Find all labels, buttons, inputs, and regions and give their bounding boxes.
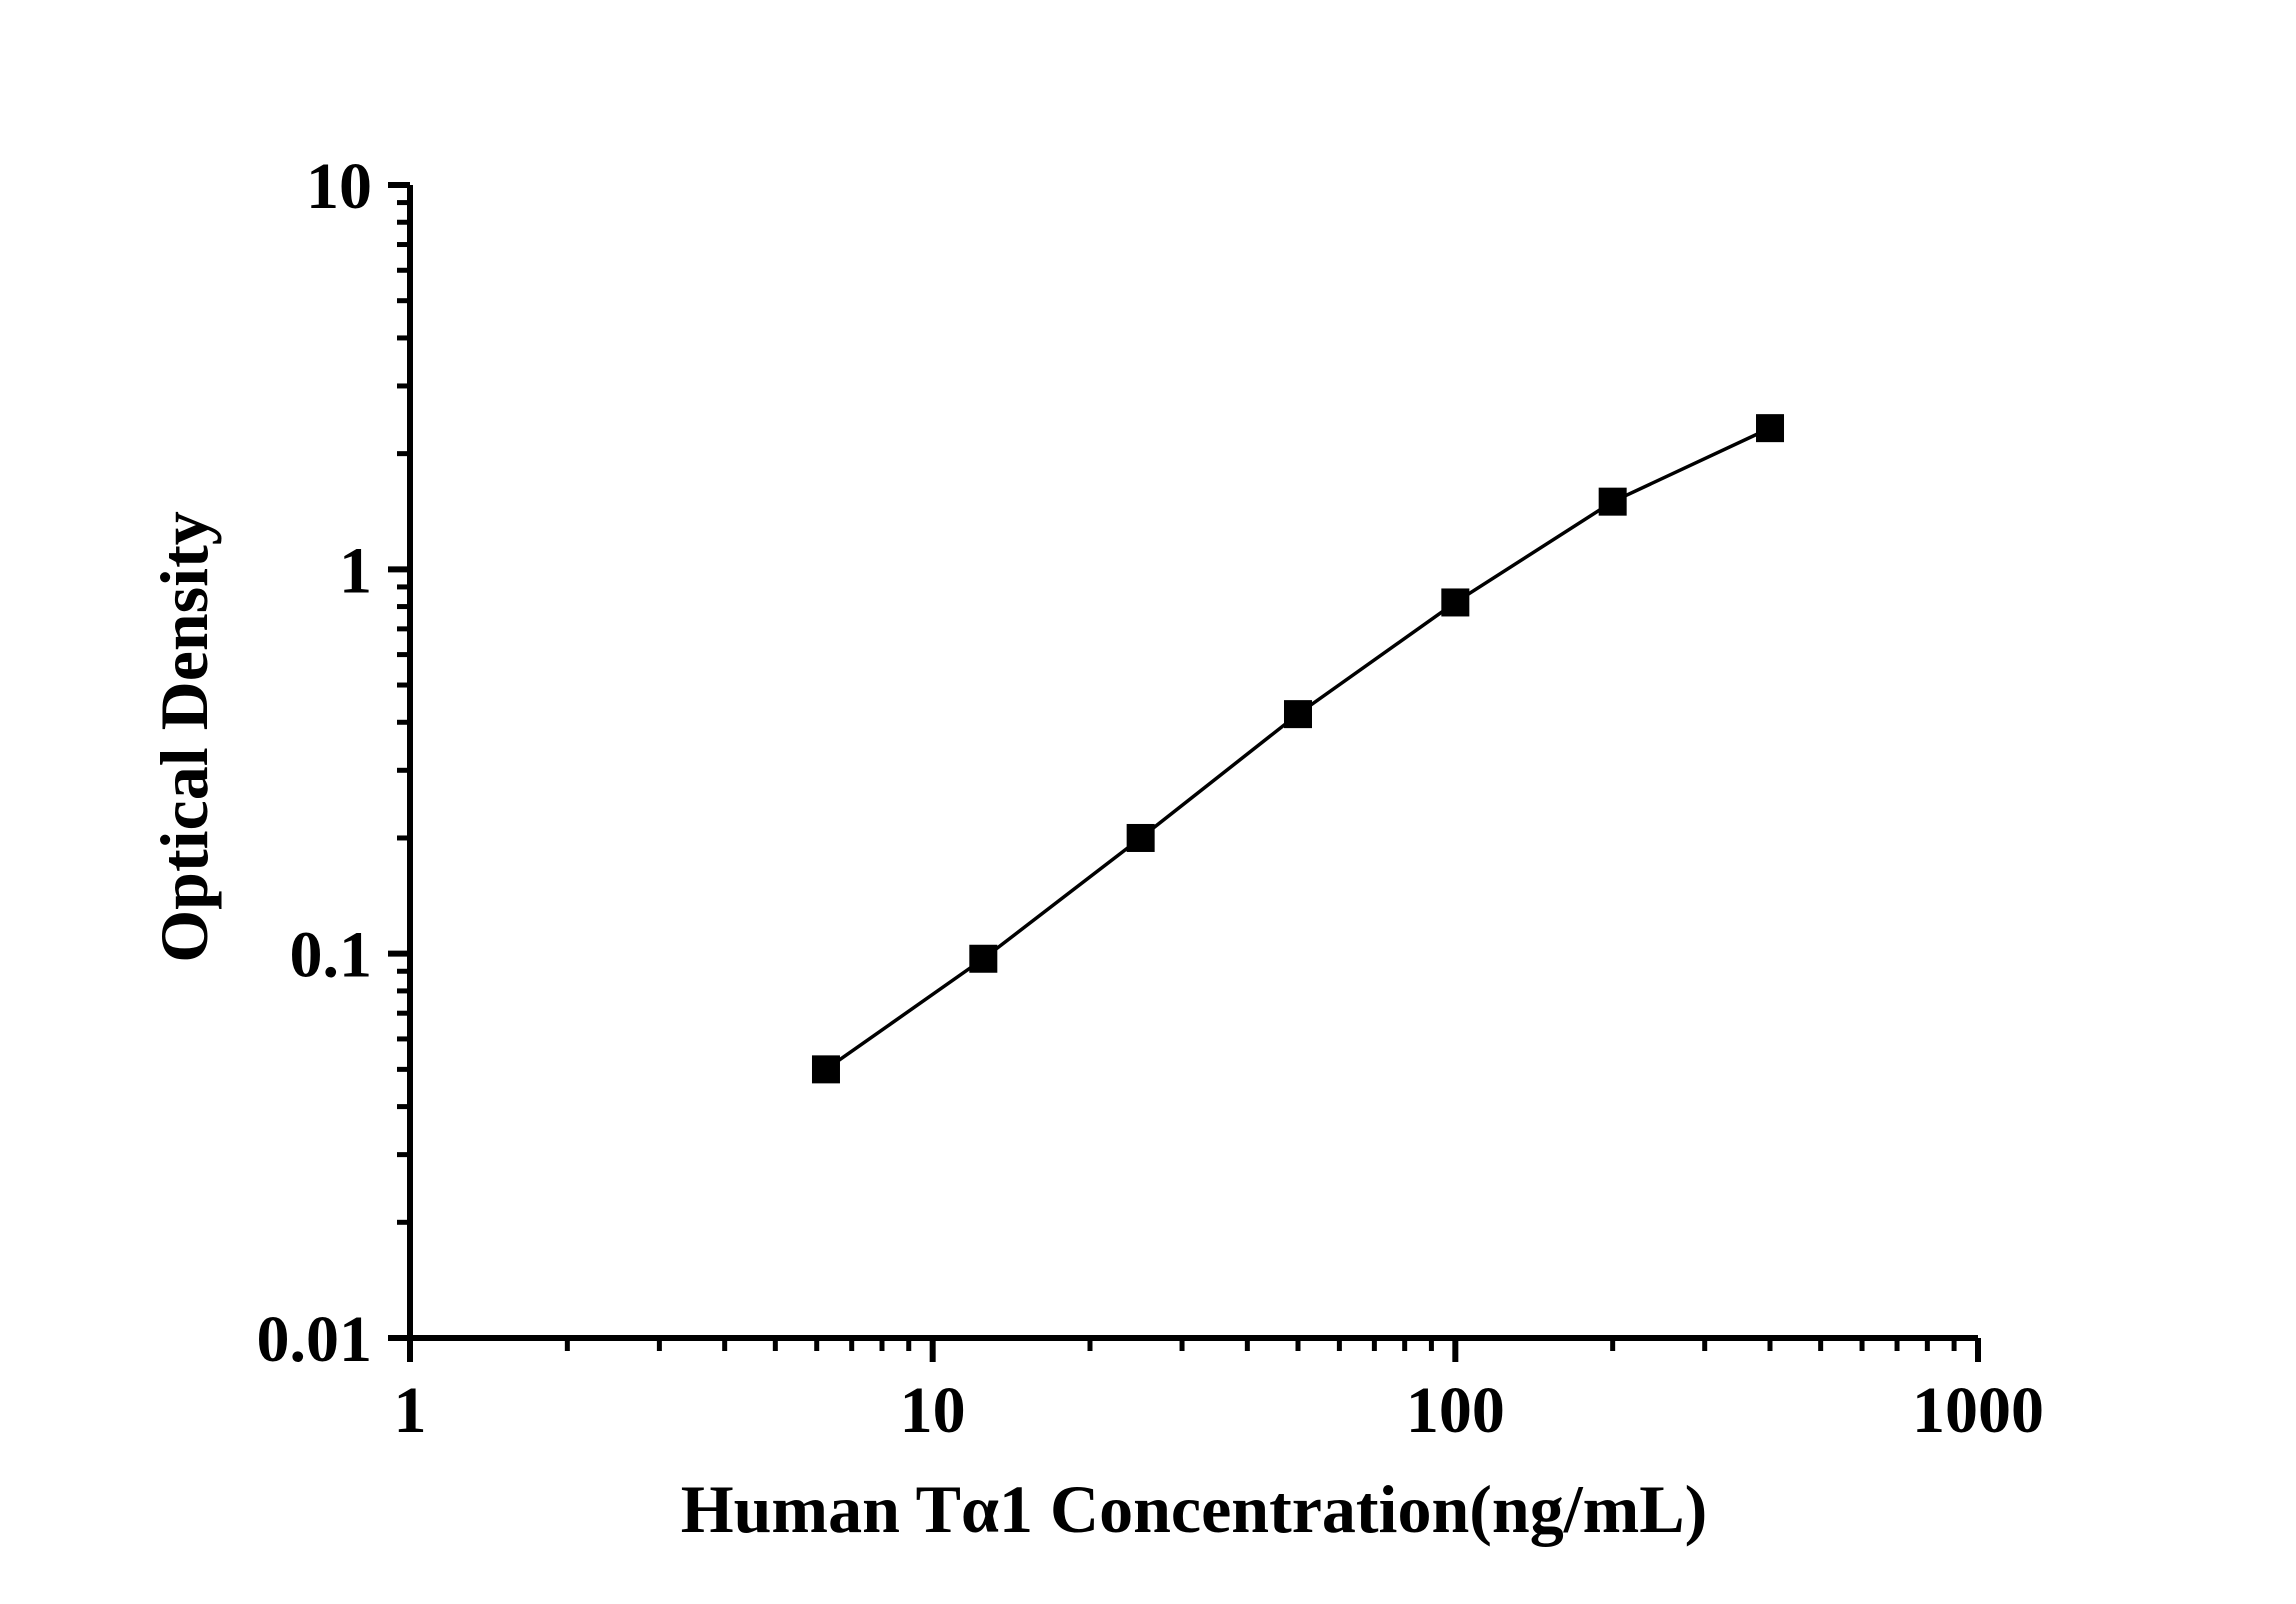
y-tick-label: 1 [339, 534, 372, 607]
series-line [824, 426, 1771, 1071]
data-point-marker [1441, 588, 1470, 617]
data-point-marker [811, 1055, 840, 1084]
x-tick-label: 100 [1406, 1374, 1505, 1447]
data-point-marker [1283, 700, 1312, 729]
data-point-marker [1126, 823, 1155, 852]
x-tick-label: 1 [394, 1374, 427, 1447]
y-tick-label: 0.01 [257, 1303, 373, 1376]
x-tick-label: 1000 [1912, 1374, 2044, 1447]
data-point-marker [1598, 487, 1627, 516]
y-axis-title: Optical Density [146, 511, 222, 962]
y-tick-label: 0.1 [290, 919, 373, 992]
y-tick-label: 10 [306, 150, 372, 223]
x-axis-title: Human Tα1 Concentration(ng/mL) [681, 1471, 1708, 1547]
data-point-marker [1756, 414, 1785, 443]
series-layer [811, 414, 1785, 1084]
axes-layer [388, 182, 1981, 1362]
tick-label-layer: 1 10 100 1000 0.01 0.1 1 10 [257, 150, 2045, 1447]
x-tick-label: 10 [900, 1374, 966, 1447]
axis-spines [407, 185, 1978, 1341]
data-point-marker [969, 944, 998, 973]
